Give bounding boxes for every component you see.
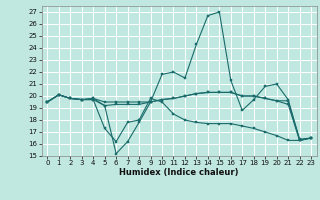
X-axis label: Humidex (Indice chaleur): Humidex (Indice chaleur) [119,168,239,177]
